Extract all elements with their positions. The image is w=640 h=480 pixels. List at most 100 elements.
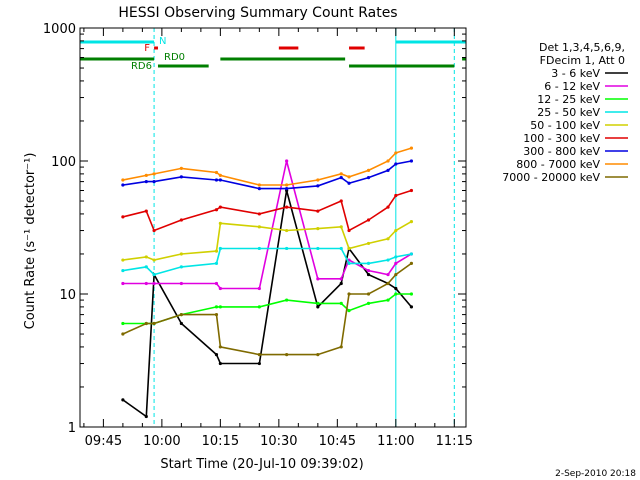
data-point: [409, 146, 414, 150]
data-point: [218, 221, 222, 225]
data-point: [152, 228, 156, 233]
data-point: [179, 281, 183, 286]
data-point: [121, 258, 125, 262]
legend-label: 100 - 300 keV: [523, 132, 600, 145]
data-point: [179, 218, 183, 222]
data-point: [121, 183, 125, 187]
data-point: [409, 252, 414, 256]
data-point: [316, 305, 320, 309]
data-point: [257, 246, 261, 251]
data-point: [386, 258, 390, 262]
data-point: [285, 205, 289, 209]
data-point: [218, 345, 222, 349]
x-axis-label: Start Time (20-Jul-10 09:39:02): [160, 457, 363, 472]
legend-label: 6 - 12 keV: [544, 80, 600, 93]
data-point: [257, 305, 261, 309]
data-point: [179, 313, 183, 317]
data-point: [386, 281, 390, 286]
axes: 1 10 100 1000 09:45 10:00 10:15 10:30 10:45 11:00…: [43, 22, 473, 449]
legend-label: 25 - 50 keV: [537, 106, 600, 119]
x-tick-label: 11:15: [436, 434, 473, 449]
data-point: [121, 321, 125, 326]
data-point: [179, 265, 183, 269]
flag-label: RD6: [131, 61, 152, 72]
data-point: [285, 246, 289, 251]
data-point: [257, 353, 261, 357]
data-point: [366, 176, 371, 180]
legend-label: 12 - 25 keV: [537, 93, 600, 106]
data-point: [144, 173, 148, 177]
x-tick-label: 10:30: [260, 434, 297, 449]
data-point: [257, 183, 261, 187]
legend-label: 800 - 7000 keV: [516, 158, 600, 171]
data-point: [366, 268, 371, 273]
data-point: [316, 184, 320, 188]
data-point: [285, 183, 289, 187]
data-point: [394, 272, 398, 277]
data-point: [347, 175, 351, 179]
data-point: [144, 281, 148, 286]
data-point: [386, 237, 390, 241]
data-point: [257, 225, 261, 229]
data-point: [316, 277, 320, 281]
data-point: [214, 249, 219, 253]
data-point: [386, 205, 390, 209]
data-point: [285, 298, 289, 302]
data-point: [409, 305, 414, 309]
data-point: [214, 261, 219, 265]
legend-label: 50 - 100 keV: [530, 119, 600, 132]
data-point: [257, 187, 261, 191]
data-point: [285, 228, 289, 233]
data-point: [179, 321, 183, 326]
footer-date: 2-Sep-2010 20:18: [555, 469, 636, 479]
data-point: [409, 292, 414, 296]
data-point: [339, 246, 343, 251]
data-point: [394, 255, 398, 259]
data-point: [218, 173, 222, 177]
data-point: [366, 301, 371, 305]
data-point: [339, 176, 343, 180]
data-point: [121, 281, 125, 286]
plot-frame: [79, 27, 467, 428]
data-point: [179, 252, 183, 256]
x-tick-label: 10:45: [319, 434, 356, 449]
data-point: [394, 292, 398, 296]
data-point: [285, 159, 289, 163]
legend-header: FDecim 1, Att 0: [540, 54, 625, 67]
data-point: [339, 225, 343, 229]
data-point: [218, 205, 222, 209]
data-point: [316, 353, 320, 357]
data-point: [316, 227, 320, 231]
data-point: [394, 261, 398, 265]
chart-title: HESSI Observing Summary Count Rates: [118, 5, 397, 21]
data-point: [394, 228, 398, 233]
data-point: [214, 353, 219, 357]
data-point: [214, 178, 219, 182]
data-point: [218, 305, 222, 309]
data-point: [409, 220, 414, 224]
flag-label: N: [159, 36, 166, 47]
data-point: [218, 178, 222, 182]
data-point: [152, 180, 156, 184]
legend-label: 300 - 800 keV: [523, 145, 600, 158]
data-point: [386, 272, 390, 277]
data-point: [179, 166, 183, 170]
y-tick-label: 10: [59, 288, 76, 303]
data-point: [152, 281, 156, 286]
data-point: [339, 199, 343, 203]
data-point: [347, 246, 351, 251]
data-point: [316, 246, 320, 251]
data-point: [152, 272, 156, 277]
data-point: [144, 209, 148, 213]
data-point: [144, 255, 148, 259]
data-point: [386, 298, 390, 302]
legend-label: 3 - 6 keV: [551, 67, 600, 80]
data-point: [394, 151, 398, 155]
data-point: [214, 305, 219, 309]
data-point: [339, 277, 343, 281]
y-axis-label: Count Rate (s⁻¹ detector⁻¹): [23, 153, 38, 330]
data-point: [347, 181, 351, 185]
flag-label: RD0: [164, 52, 185, 63]
data-point: [257, 361, 261, 366]
